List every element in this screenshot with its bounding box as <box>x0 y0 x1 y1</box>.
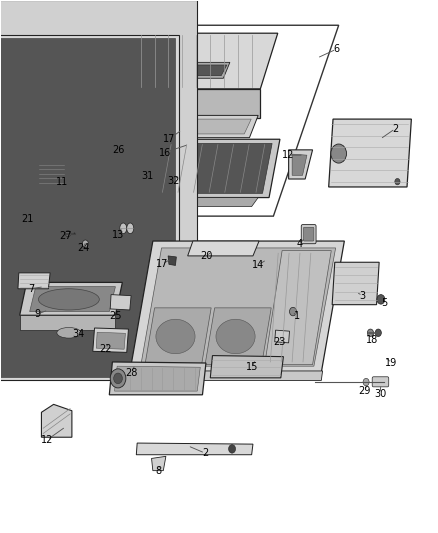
Ellipse shape <box>57 327 81 338</box>
Ellipse shape <box>216 319 255 354</box>
Ellipse shape <box>39 289 99 310</box>
Text: 30: 30 <box>374 389 386 399</box>
Text: 14: 14 <box>252 260 264 270</box>
Polygon shape <box>96 332 125 349</box>
Polygon shape <box>328 119 411 187</box>
Text: 3: 3 <box>360 290 366 301</box>
Text: 15: 15 <box>245 362 258 372</box>
Circle shape <box>82 240 88 247</box>
Polygon shape <box>110 295 131 310</box>
Polygon shape <box>93 328 128 352</box>
Circle shape <box>290 308 297 316</box>
Polygon shape <box>289 150 313 179</box>
Text: 34: 34 <box>73 329 85 340</box>
Polygon shape <box>115 366 200 391</box>
Polygon shape <box>162 198 258 207</box>
Circle shape <box>110 369 126 388</box>
Text: 8: 8 <box>155 466 161 475</box>
Polygon shape <box>163 119 251 134</box>
FancyBboxPatch shape <box>304 227 314 241</box>
FancyBboxPatch shape <box>301 224 316 244</box>
Text: 25: 25 <box>109 311 122 321</box>
Polygon shape <box>141 248 336 366</box>
Text: 13: 13 <box>112 230 124 240</box>
Polygon shape <box>152 456 166 471</box>
FancyBboxPatch shape <box>0 38 176 377</box>
Text: 29: 29 <box>359 386 371 396</box>
Polygon shape <box>156 115 258 138</box>
Text: 20: 20 <box>200 251 212 261</box>
Text: 2: 2 <box>202 448 208 458</box>
Text: 22: 22 <box>99 344 112 354</box>
Text: 2: 2 <box>392 124 399 134</box>
Polygon shape <box>134 89 260 118</box>
Circle shape <box>395 179 400 185</box>
Polygon shape <box>42 405 72 437</box>
Text: 11: 11 <box>56 176 68 187</box>
Circle shape <box>331 144 346 163</box>
Polygon shape <box>205 308 271 365</box>
Circle shape <box>367 329 374 336</box>
Text: 27: 27 <box>60 231 72 241</box>
Polygon shape <box>130 241 344 373</box>
Polygon shape <box>152 159 166 172</box>
Polygon shape <box>117 33 278 89</box>
Ellipse shape <box>120 223 127 233</box>
Text: 17: 17 <box>163 134 175 144</box>
Circle shape <box>229 445 236 453</box>
Text: 19: 19 <box>385 358 397 368</box>
Text: 28: 28 <box>125 368 137 377</box>
Polygon shape <box>18 273 50 289</box>
Text: 7: 7 <box>28 284 34 294</box>
Polygon shape <box>169 163 184 175</box>
Polygon shape <box>162 62 230 78</box>
Polygon shape <box>275 330 290 343</box>
Text: 31: 31 <box>141 172 153 181</box>
Polygon shape <box>130 371 322 381</box>
Circle shape <box>65 230 71 237</box>
Polygon shape <box>292 154 307 175</box>
Text: 12: 12 <box>283 150 295 160</box>
Circle shape <box>375 329 381 336</box>
Circle shape <box>40 164 56 183</box>
Polygon shape <box>30 287 116 312</box>
Text: 12: 12 <box>41 435 53 445</box>
Polygon shape <box>178 125 189 138</box>
Text: 9: 9 <box>34 309 40 319</box>
Circle shape <box>363 378 369 386</box>
Text: 1: 1 <box>294 311 300 321</box>
Polygon shape <box>110 362 206 395</box>
Text: 24: 24 <box>77 243 89 253</box>
Text: 18: 18 <box>366 335 378 345</box>
Polygon shape <box>20 316 116 330</box>
Polygon shape <box>20 282 122 316</box>
Text: 5: 5 <box>381 297 388 308</box>
FancyBboxPatch shape <box>372 377 389 387</box>
Polygon shape <box>145 308 211 365</box>
Polygon shape <box>136 443 253 455</box>
Polygon shape <box>210 356 283 378</box>
Ellipse shape <box>127 223 134 233</box>
Circle shape <box>377 295 385 304</box>
Polygon shape <box>141 139 280 198</box>
Polygon shape <box>168 65 227 76</box>
Text: 4: 4 <box>297 239 303 249</box>
Polygon shape <box>332 262 379 305</box>
Text: 32: 32 <box>167 175 180 185</box>
Polygon shape <box>168 256 177 265</box>
Polygon shape <box>187 241 259 256</box>
Text: 23: 23 <box>273 337 285 347</box>
FancyBboxPatch shape <box>0 35 179 381</box>
Text: 26: 26 <box>112 145 124 155</box>
Text: 16: 16 <box>159 148 171 158</box>
Polygon shape <box>265 251 331 365</box>
Polygon shape <box>147 143 272 193</box>
Text: 17: 17 <box>156 259 169 269</box>
Ellipse shape <box>156 319 195 354</box>
Text: 21: 21 <box>21 214 34 224</box>
FancyBboxPatch shape <box>0 1 197 346</box>
Text: 6: 6 <box>333 44 339 54</box>
Circle shape <box>114 373 122 384</box>
